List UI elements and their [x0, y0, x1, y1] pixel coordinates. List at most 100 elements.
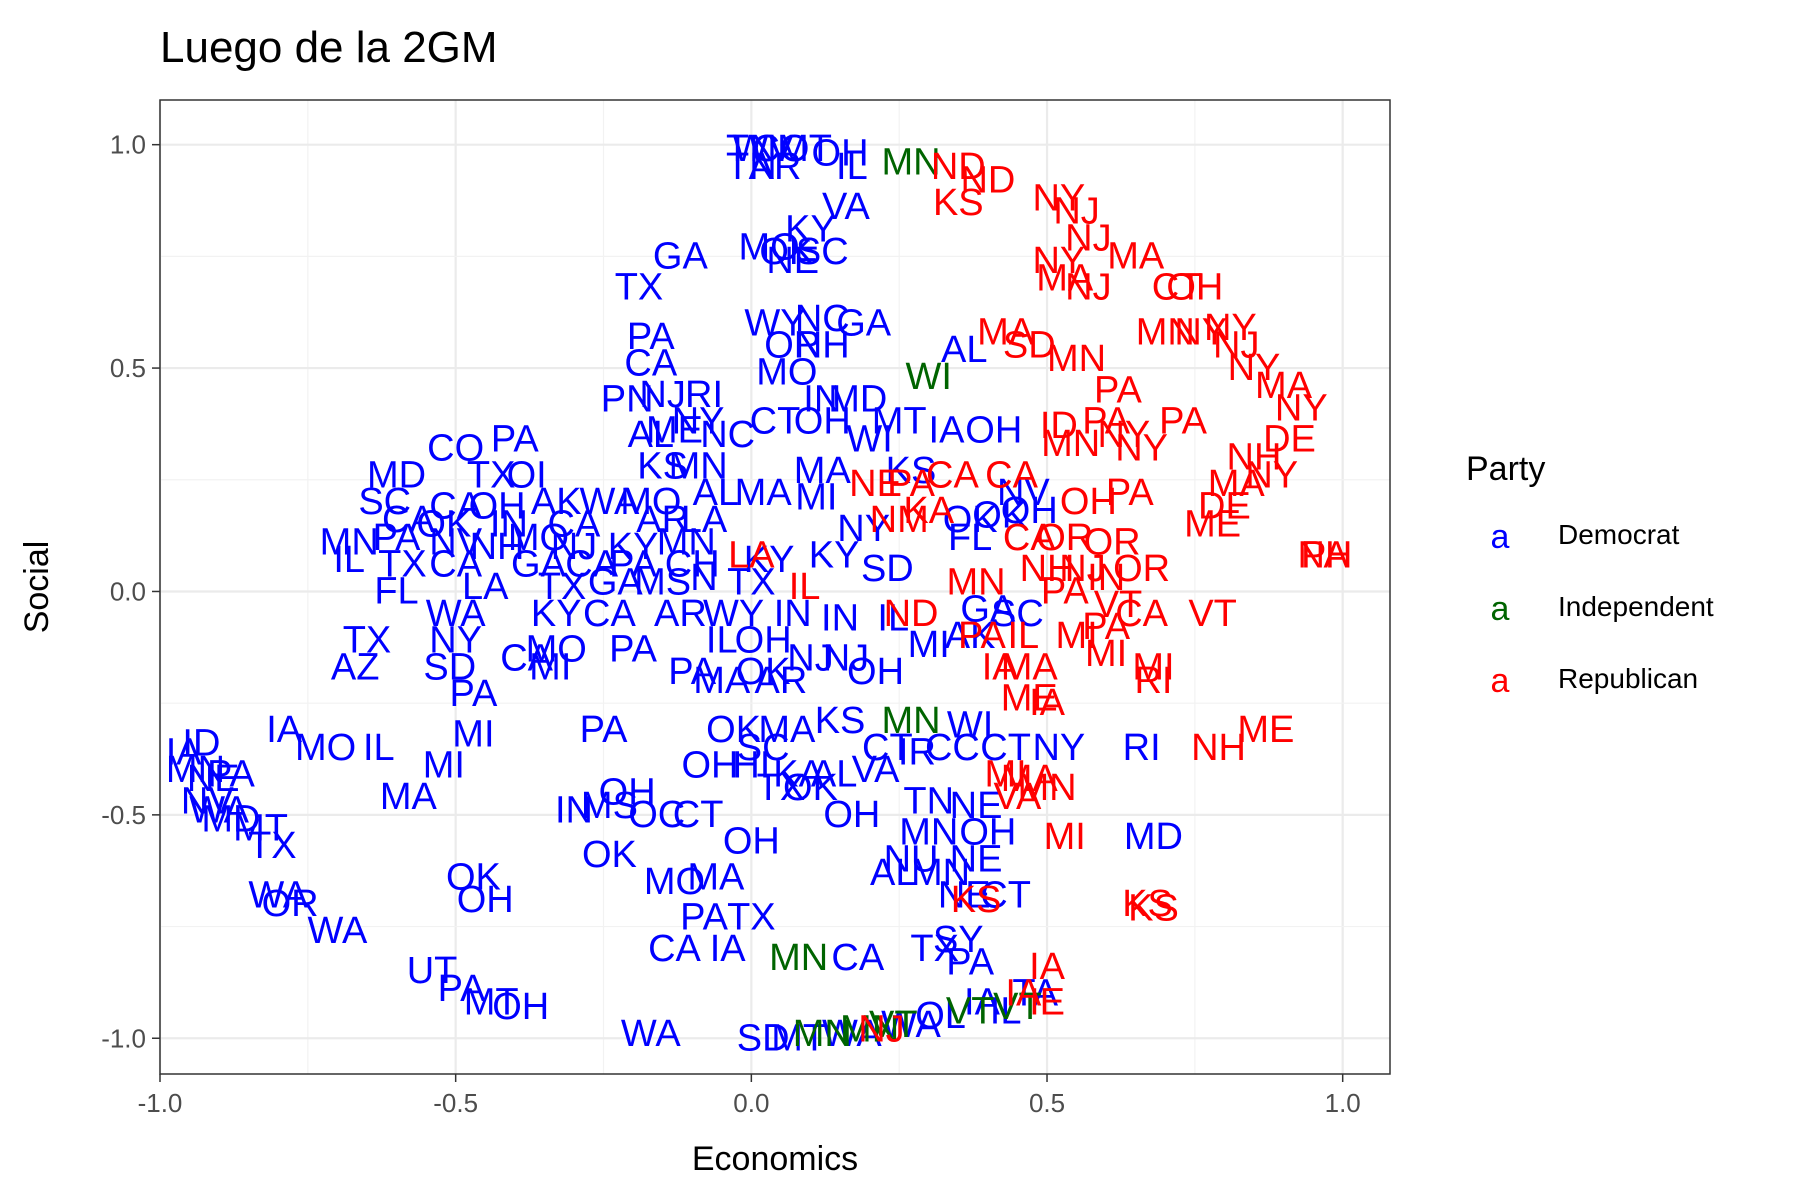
data-point-label: NJ: [551, 526, 597, 568]
data-point-label: ND: [884, 593, 939, 635]
data-point-label: MA: [1001, 646, 1059, 688]
data-point-label: OC: [628, 794, 685, 836]
data-point-label: WI: [846, 419, 892, 461]
data-point-label: IA: [1005, 973, 1042, 1015]
data-point-label: MA: [735, 472, 793, 514]
data-point-label: NH: [1227, 436, 1282, 478]
data-point-label: IR: [898, 731, 936, 773]
data-point-label: AR: [755, 660, 808, 702]
data-point-label: MI: [1132, 646, 1174, 688]
data-point-label: HI: [732, 745, 770, 787]
legend-key-glyph: a: [1491, 518, 1510, 556]
data-point-label: MN: [793, 1013, 852, 1055]
data-point-label: OH: [457, 879, 514, 921]
data-point-label: MA: [1208, 463, 1266, 505]
data-point-label: IN: [555, 789, 593, 831]
data-point-label: NJ: [1065, 267, 1111, 309]
data-point-label: NY: [1228, 347, 1281, 389]
data-point-label: KS: [933, 182, 984, 224]
data-point-label: ME: [1237, 709, 1294, 751]
data-point-label: AR: [654, 593, 707, 635]
data-point-label: CA: [429, 544, 482, 586]
data-point-label: PA: [1094, 369, 1143, 411]
data-point-label: TN: [903, 780, 954, 822]
data-point-label: ME: [646, 410, 703, 452]
data-point-label: RI: [1134, 660, 1172, 702]
data-point-label: PA: [1106, 472, 1155, 514]
y-axis: -1.0 -0.5 0.0 0.5 1.0: [101, 130, 160, 1053]
legend-title: Party: [1466, 450, 1545, 488]
data-point-label: NE: [849, 463, 902, 505]
x-tick-label: -1.0: [138, 1088, 183, 1118]
data-point-label: AL: [693, 472, 739, 514]
data-point-label: CA: [382, 499, 435, 541]
data-point-label: MI: [452, 713, 494, 755]
data-point-label: KS: [1122, 883, 1173, 925]
data-point-label: PA: [946, 941, 995, 983]
data-point-label: NY: [429, 620, 482, 662]
data-point-label: CT: [862, 727, 913, 769]
data-point-label: NY: [1032, 727, 1085, 769]
data-point-label: CT: [750, 401, 801, 443]
data-point-label: MN: [1017, 767, 1076, 809]
data-point-label: NY: [1174, 311, 1227, 353]
data-point-label: MI: [1085, 633, 1127, 675]
data-point-label: PA: [491, 419, 540, 461]
data-point-label: OH: [959, 812, 1016, 854]
data-point-label: MA: [758, 709, 816, 751]
data-point-label: NV: [429, 521, 482, 563]
data-point-label: MN: [769, 937, 828, 979]
data-point-label: TX: [757, 767, 806, 809]
data-point-label: IL: [363, 727, 395, 769]
data-point-label: NC: [700, 414, 755, 456]
data-point-label: NE: [187, 758, 240, 800]
data-point-label: CT: [673, 794, 724, 836]
data-point-label: PA: [680, 897, 729, 939]
data-point-label: PA: [1082, 401, 1131, 443]
data-point-label: OH: [1166, 267, 1223, 309]
data-point-label: OK: [943, 499, 998, 541]
data-point-label: PA: [1301, 535, 1350, 577]
data-point-label: MI: [423, 745, 465, 787]
data-point-label: LA: [728, 535, 775, 577]
y-tick-label: 0.0: [110, 576, 146, 606]
data-point-label: NY: [1245, 454, 1298, 496]
data-point-label: MA: [1255, 365, 1313, 407]
data-point-label: KY: [744, 539, 795, 581]
data-point-label: PA: [1082, 606, 1131, 648]
data-point-label: MA: [794, 450, 852, 492]
data-point-label: OH: [681, 745, 738, 787]
data-point-label: GA: [836, 302, 892, 344]
data-point-label: CA: [429, 486, 482, 528]
data-point-label: NM: [870, 499, 929, 541]
data-point-label: VT: [869, 1004, 918, 1046]
data-point-label: WA: [822, 1013, 882, 1055]
data-point-label: NC: [795, 298, 850, 340]
data-point-label: CH: [665, 544, 720, 586]
data-point-label: OH: [492, 986, 549, 1028]
data-point-label: IA: [1029, 946, 1066, 988]
data-point-label: WA: [189, 789, 249, 831]
data-point-label: OK: [706, 709, 761, 751]
data-point-label: IL: [836, 146, 868, 188]
data-point-label: MN: [899, 812, 958, 854]
data-point-label: IL: [789, 566, 821, 608]
data-point-label: AL: [941, 329, 987, 371]
data-point-label: PA: [207, 754, 256, 796]
data-point-label: SD: [737, 1017, 790, 1059]
data-point-label: MT: [872, 401, 927, 443]
data-point-label: OK: [783, 767, 838, 809]
data-point-label: MN: [1047, 338, 1106, 380]
data-point-label: DE: [1263, 419, 1316, 461]
data-point-label: IL: [706, 620, 738, 662]
x-tick-label: 0.5: [1029, 1088, 1065, 1118]
data-point-label: OR: [1113, 548, 1170, 590]
data-point-label: MO: [508, 517, 569, 559]
data-point-label: NY: [1275, 387, 1328, 429]
data-point-label: MD: [1124, 816, 1183, 858]
data-point-label: WY: [744, 302, 805, 344]
data-point-label: CA: [1115, 593, 1168, 635]
data-point-label: IA: [982, 646, 1019, 688]
data-point-label: OH: [735, 620, 792, 662]
